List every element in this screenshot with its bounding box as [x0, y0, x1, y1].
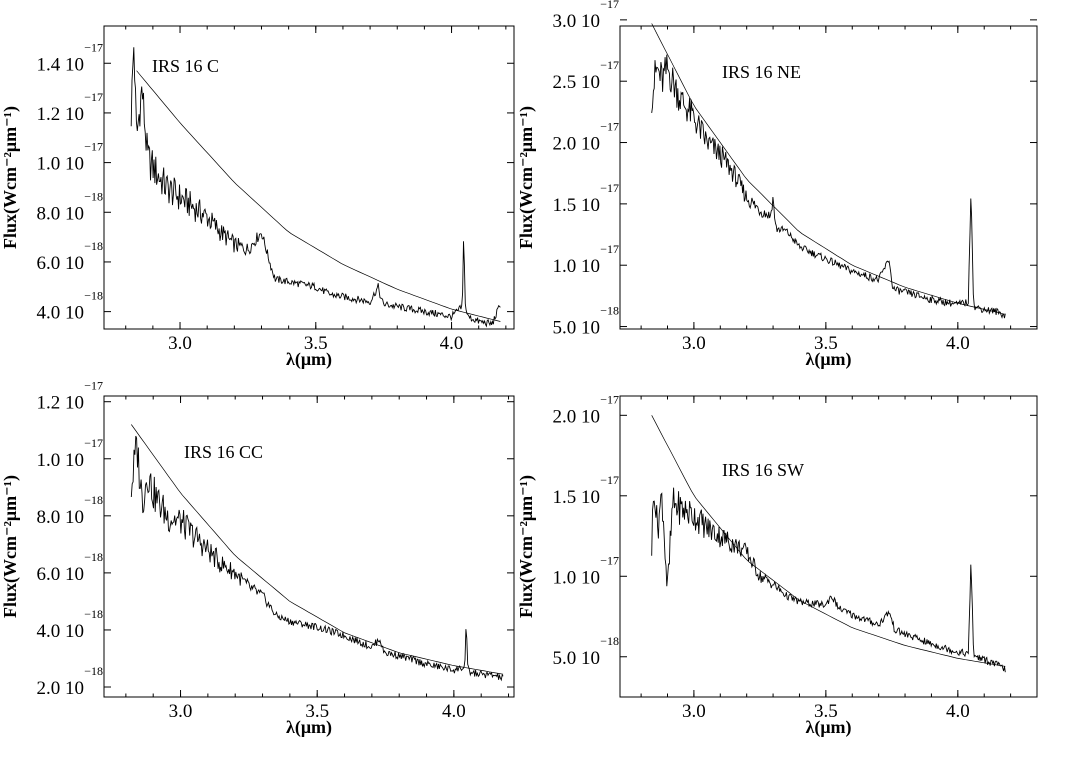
- x-axis-label: λ(μm): [805, 349, 851, 370]
- y-tick-exponent: −17: [600, 120, 619, 134]
- y-tick-mantissa: 2.0 10: [553, 406, 601, 427]
- y-tick-mantissa: 1.0 10: [37, 450, 85, 471]
- y-tick-mantissa: 6.0 10: [37, 253, 85, 274]
- x-tick-label: 4.0: [442, 701, 466, 722]
- x-tick-label: 3.0: [682, 701, 706, 722]
- y-tick-exponent: −17: [84, 379, 103, 393]
- spectrum-line: [651, 54, 1006, 319]
- x-tick-label: 3.0: [168, 333, 192, 354]
- y-tick-mantissa: 1.0 10: [553, 256, 601, 277]
- plot-frame: [103, 395, 515, 698]
- y-tick-exponent: −17: [600, 181, 619, 195]
- spectrum-line: [130, 47, 501, 328]
- x-tick-label: 3.5: [814, 333, 838, 354]
- y-tick-mantissa: 6.0 10: [37, 564, 85, 585]
- x-tick-label: 3.0: [682, 333, 706, 354]
- y-tick-exponent: −17: [600, 242, 619, 256]
- y-tick-mantissa: 1.5 10: [553, 195, 601, 216]
- x-tick-label: 4.0: [946, 701, 970, 722]
- y-tick-mantissa: 1.4 10: [37, 54, 85, 75]
- chart-panel-1: 3.0 3.5 4.04.0 10−186.0 10−188.0 10−181.0 …: [0, 25, 515, 370]
- y-tick-exponent: −17: [600, 473, 619, 487]
- y-tick-exponent: −18: [84, 550, 103, 564]
- y-tick-exponent: −17: [84, 436, 103, 450]
- y-tick-exponent: −18: [84, 664, 103, 678]
- panel-label: IRS 16 C: [152, 56, 219, 76]
- chart-panel-3: 3.0 3.5 4.02.0 10−184.0 10−186.0 10−188.0 …: [0, 379, 515, 738]
- y-axis-label: Flux(Wcm⁻²μm⁻¹): [516, 475, 537, 618]
- model-continuum-line: [136, 70, 501, 322]
- panel-label: IRS 16 NE: [722, 62, 801, 82]
- chart-panel-4: 3.0 3.5 4.05.0 10−181.0 10−171.5 10−172.0 …: [516, 392, 1038, 738]
- y-axis-label: Flux(Wcm⁻²μm⁻¹): [0, 475, 21, 618]
- spectrum-line: [651, 487, 1006, 673]
- y-tick-exponent: −18: [600, 634, 619, 648]
- y-tick-mantissa: 1.2 10: [37, 104, 85, 125]
- y-tick-exponent: −18: [84, 289, 103, 303]
- x-axis-label: λ(μm): [805, 717, 851, 738]
- spectrum-line: [130, 435, 504, 682]
- y-tick-mantissa: 4.0 10: [37, 303, 85, 324]
- y-tick-mantissa: 3.0 10: [553, 11, 601, 32]
- y-tick-mantissa: 8.0 10: [37, 507, 85, 528]
- x-tick-label: 3.5: [304, 333, 328, 354]
- x-tick-label: 4.0: [946, 333, 970, 354]
- y-tick-exponent: −17: [600, 58, 619, 72]
- plot-frame: [619, 25, 1038, 330]
- y-axis-label: Flux(Wcm⁻²μm⁻¹): [0, 106, 21, 249]
- y-tick-mantissa: 8.0 10: [37, 203, 85, 224]
- y-tick-mantissa: 4.0 10: [37, 621, 85, 642]
- y-tick-mantissa: 2.0 10: [37, 678, 85, 699]
- y-tick-exponent: −18: [600, 304, 619, 318]
- y-tick-exponent: −18: [84, 607, 103, 621]
- model-continuum-line: [131, 424, 504, 675]
- y-tick-exponent: −17: [600, 392, 619, 406]
- panel-label: IRS 16 SW: [722, 460, 804, 480]
- y-tick-mantissa: 1.5 10: [553, 487, 601, 508]
- y-tick-mantissa: 5.0 10: [553, 648, 601, 669]
- x-tick-label: 3.5: [305, 701, 329, 722]
- y-tick-mantissa: 1.0 10: [37, 154, 85, 175]
- x-tick-label: 4.0: [440, 333, 464, 354]
- y-tick-mantissa: 2.0 10: [553, 134, 601, 155]
- plot-frame: [103, 25, 515, 330]
- model-continuum-line: [651, 415, 1006, 667]
- x-axis-label: λ(μm): [286, 717, 332, 738]
- y-tick-mantissa: 1.2 10: [37, 393, 85, 414]
- plot-frame: [619, 395, 1038, 698]
- y-tick-exponent: −17: [84, 40, 103, 54]
- y-tick-exponent: −17: [600, 0, 619, 11]
- y-tick-exponent: −18: [84, 493, 103, 507]
- x-tick-label: 3.0: [169, 701, 193, 722]
- chart-panel-2: 3.0 3.5 4.05.0 10−181.0 10−171.5 10−172.0 …: [516, 0, 1038, 370]
- y-tick-mantissa: 2.5 10: [553, 72, 601, 93]
- y-tick-exponent: −17: [84, 140, 103, 154]
- x-axis-label: λ(μm): [286, 349, 332, 370]
- y-tick-mantissa: 1.0 10: [553, 567, 601, 588]
- y-axis-label: Flux(Wcm⁻²μm⁻¹): [516, 106, 537, 249]
- y-tick-exponent: −18: [84, 189, 103, 203]
- panel-label: IRS 16 CC: [184, 442, 263, 462]
- y-tick-exponent: −18: [84, 239, 103, 253]
- model-continuum-line: [651, 23, 1006, 315]
- x-tick-label: 3.5: [814, 701, 838, 722]
- y-tick-exponent: −17: [600, 553, 619, 567]
- y-tick-exponent: −17: [84, 90, 103, 104]
- y-tick-mantissa: 5.0 10: [553, 318, 601, 339]
